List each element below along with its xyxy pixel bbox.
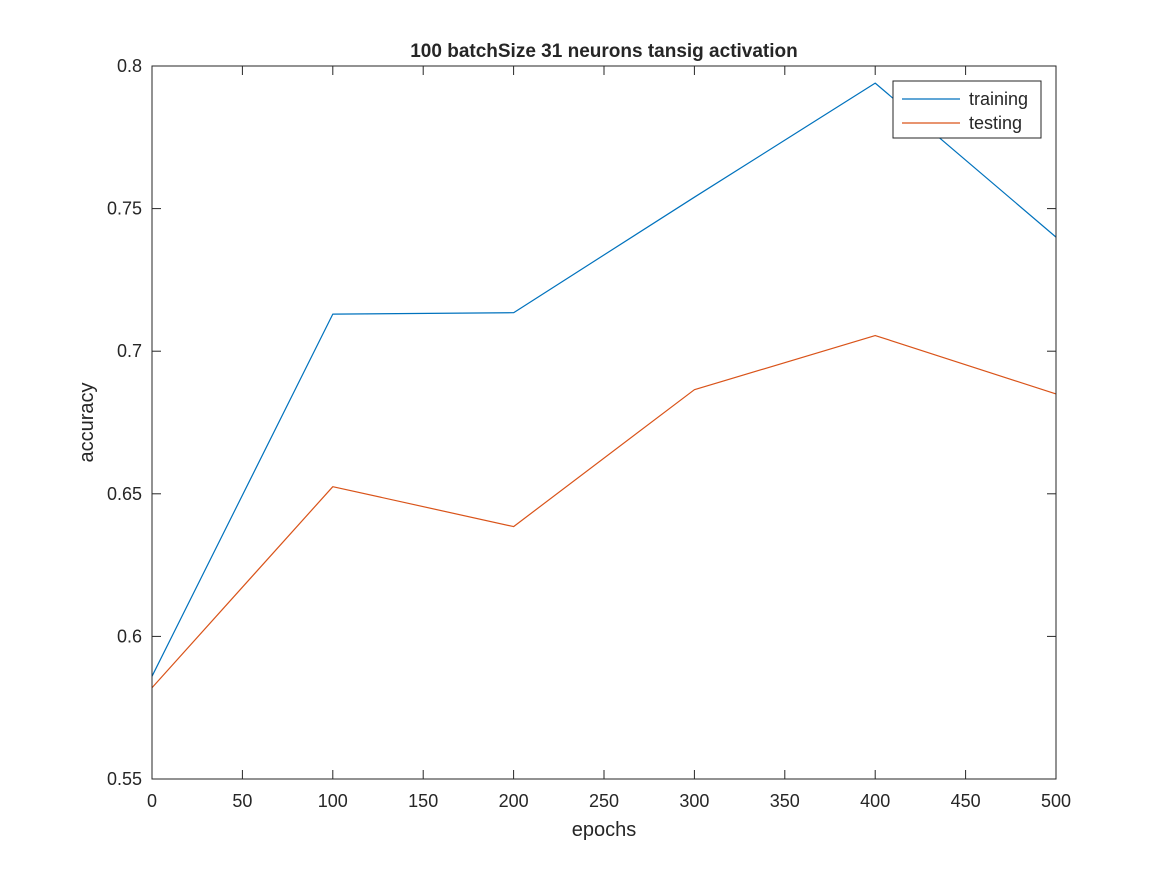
legend-label-training: training [969, 89, 1028, 109]
x-tick-label: 500 [1041, 791, 1071, 811]
chart-title: 100 batchSize 31 neurons tansig activati… [410, 41, 798, 62]
x-tick-label: 100 [318, 791, 348, 811]
x-tick-label: 350 [770, 791, 800, 811]
y-tick-label: 0.65 [107, 484, 142, 504]
x-tick-label: 150 [408, 791, 438, 811]
x-tick-label: 0 [147, 791, 157, 811]
ticks-layer: 0 50 100 150 200 250 300 350 400 450 500 0.55 0.6 0.6… [107, 56, 1071, 811]
x-tick-label: 450 [951, 791, 981, 811]
y-tick-label: 0.8 [117, 56, 142, 76]
series-line-testing [151, 334, 1057, 689]
x-tick-label: 200 [499, 791, 529, 811]
legend-box [892, 80, 1042, 139]
x-tick-label: 400 [860, 791, 890, 811]
x-tick-label: 300 [679, 791, 709, 811]
y-tick-label: 0.75 [107, 199, 142, 219]
y-tick-label: 0.55 [107, 769, 142, 789]
legend-label-testing: testing [969, 113, 1022, 133]
plot-area [152, 66, 1056, 779]
x-tick-label: 250 [589, 791, 619, 811]
x-axis-label: epochs [572, 819, 637, 841]
y-tick-label: 0.6 [117, 626, 142, 646]
y-tick-label: 0.7 [117, 341, 142, 361]
x-tick-label: 50 [232, 791, 252, 811]
legend: training testing [892, 80, 1042, 139]
y-axis-label: accuracy [76, 382, 98, 462]
